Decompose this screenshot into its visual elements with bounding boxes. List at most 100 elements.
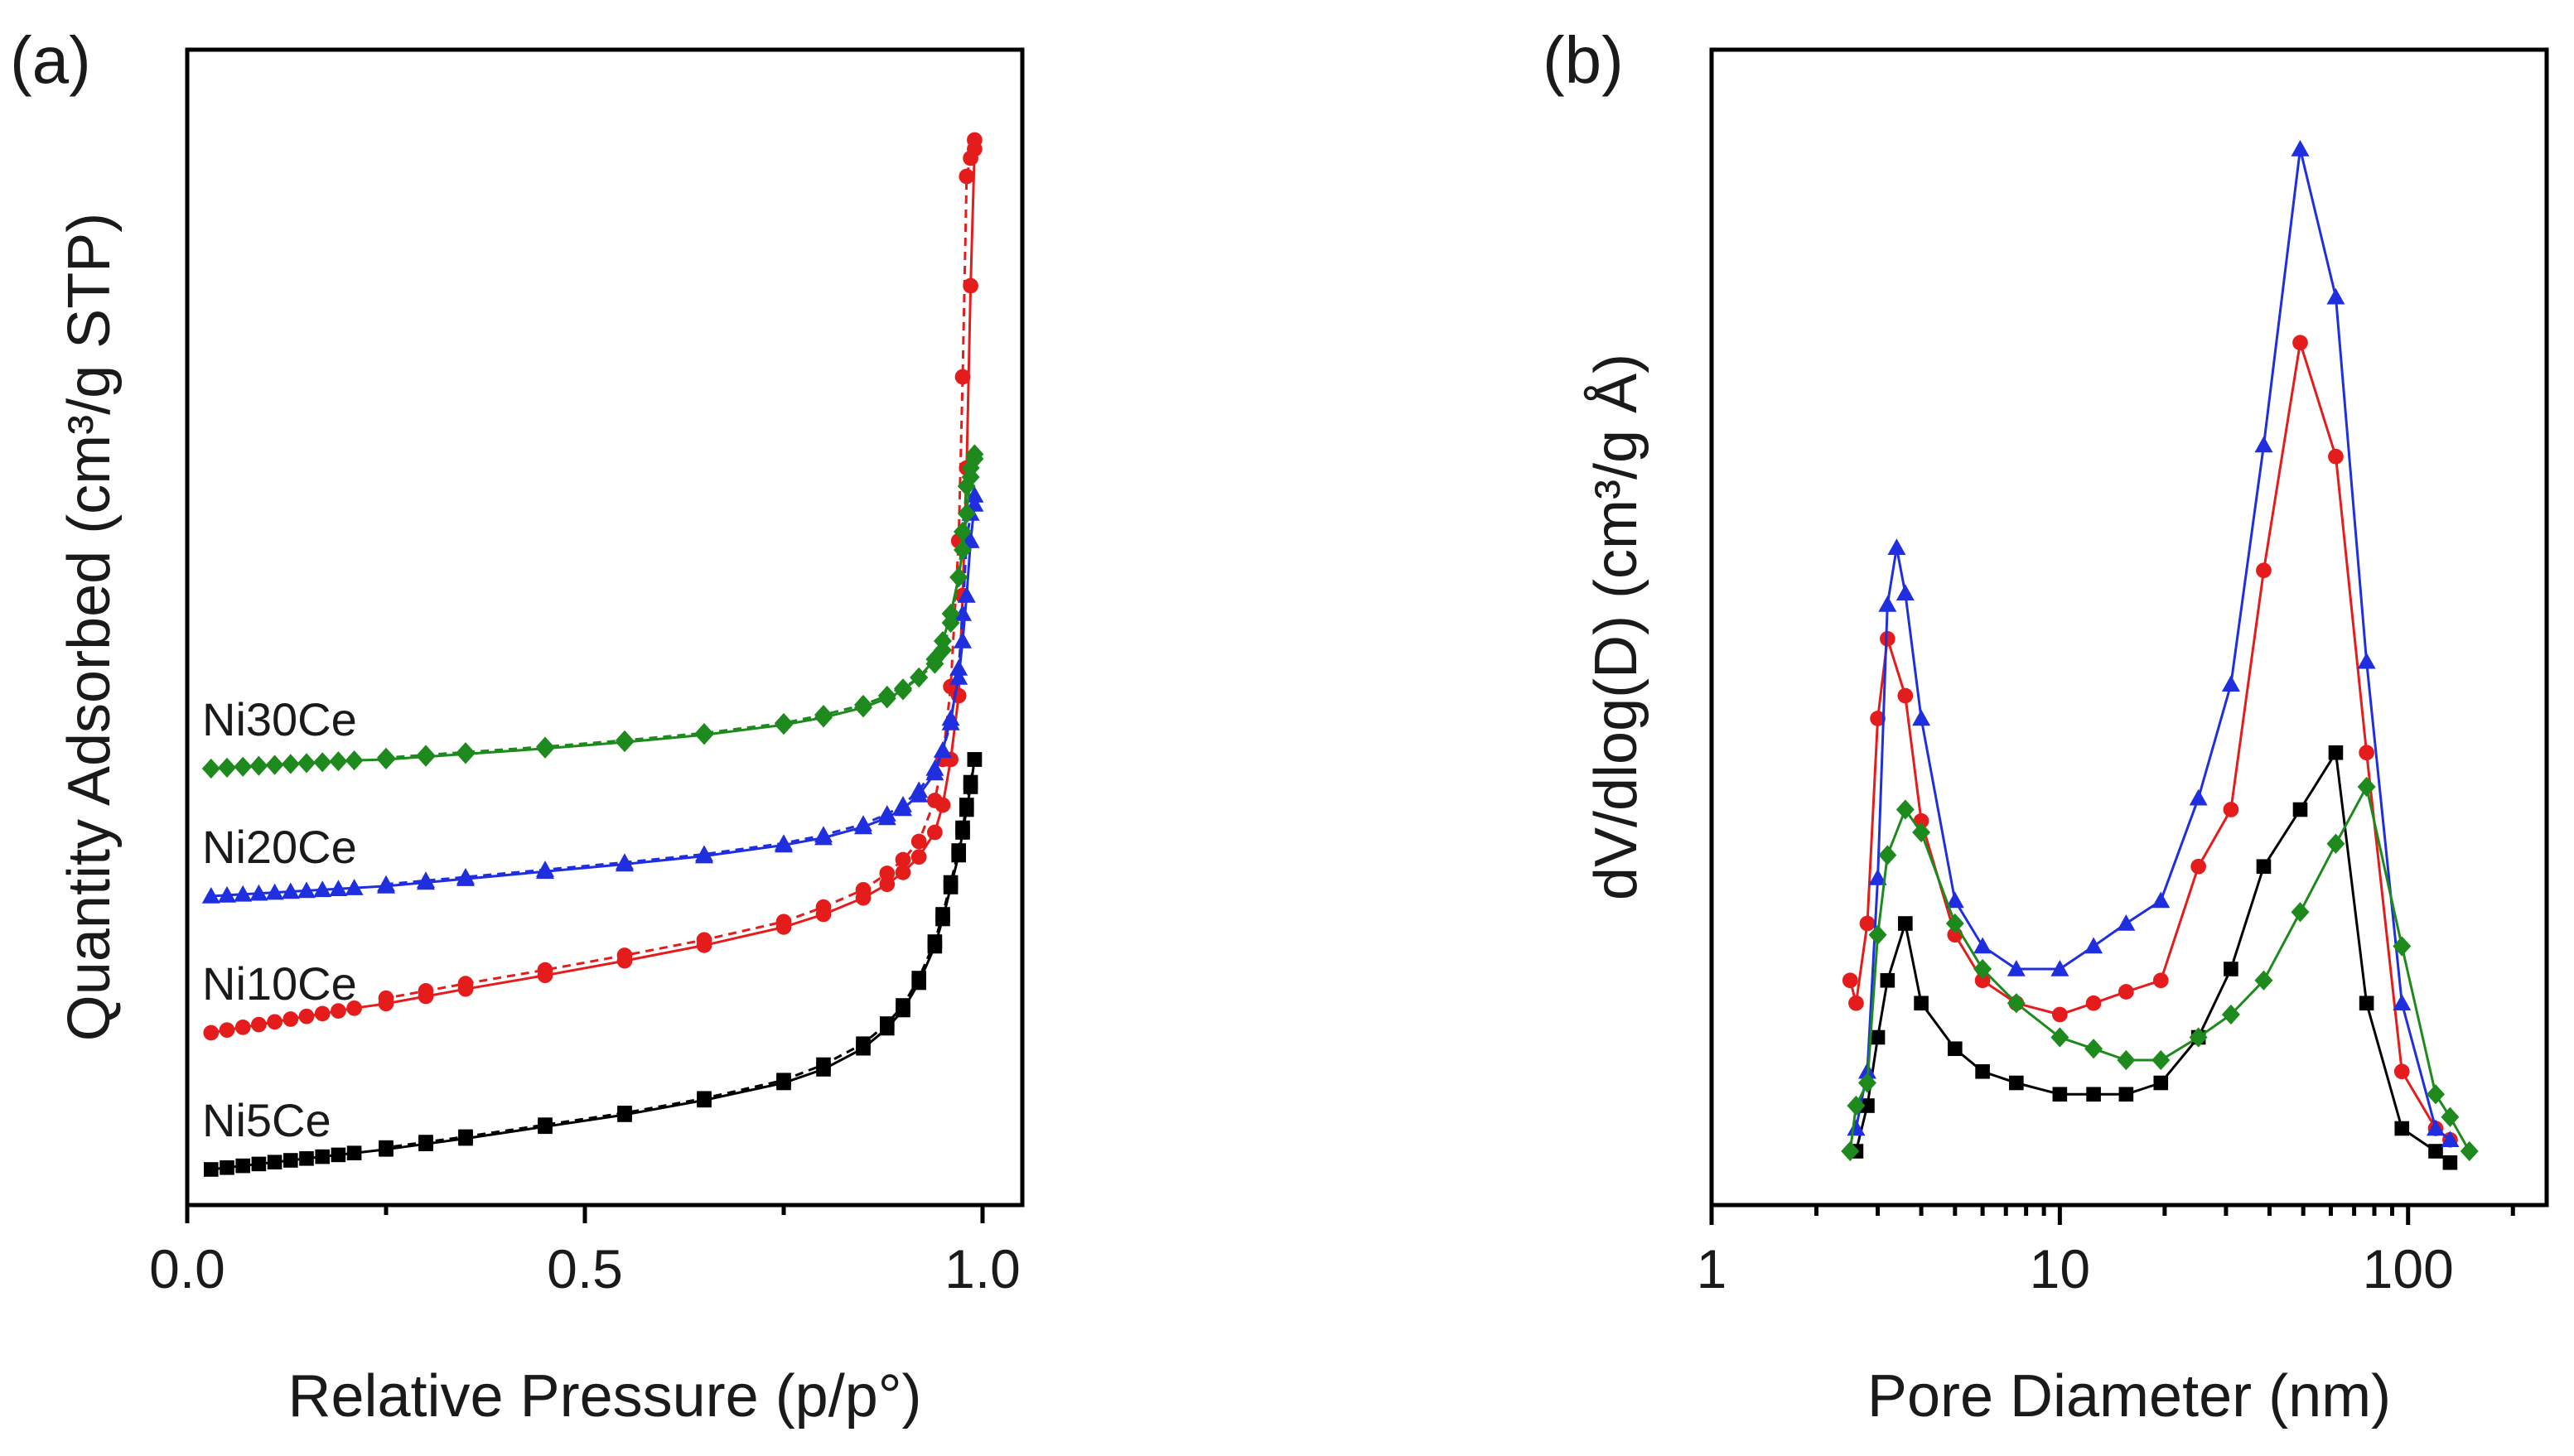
ni30ce-desorption-point: [814, 705, 833, 726]
ni10ce-adsorption-point: [879, 876, 896, 893]
ni20ce-pore-distribution-point: [2441, 1131, 2460, 1148]
ni30ce-adsorption-point: [313, 752, 332, 773]
ni30ce-pore-distribution-point: [2084, 1039, 2103, 1059]
ni5ce-desorption-point: [955, 820, 970, 836]
ni10ce-desorption-point: [967, 132, 983, 148]
ni5ce-pore-distribution-point: [2442, 1155, 2458, 1170]
ni10ce-desorption-point: [879, 865, 896, 881]
ni30ce-desorption-point: [957, 475, 976, 497]
ni5ce-adsorption-point: [267, 1155, 283, 1169]
ni30ce-pore-distribution-point: [1857, 1073, 1876, 1093]
ni20ce-desorption-point: [965, 486, 984, 503]
ni30ce-adsorption-point: [954, 539, 972, 561]
ni30ce-adsorption-point: [957, 503, 976, 524]
ni10ce-adsorption-point: [203, 1025, 220, 1041]
ni5ce-desorption-point: [880, 1016, 895, 1031]
ni5ce-desorption-point: [951, 843, 966, 858]
ni20ce-adsorption-point: [957, 586, 976, 603]
ni5ce-desorption-point: [959, 798, 974, 812]
ni20ce-adsorption-point: [249, 884, 268, 901]
ni5ce-pore-distribution-point: [1880, 972, 1895, 988]
ni5ce-desorption-point: [963, 774, 978, 790]
ni30ce-desorption-point: [616, 730, 634, 750]
ni30ce-pore-distribution-point: [2326, 833, 2345, 854]
ni5ce-desorption-point: [911, 971, 926, 986]
ni10ce-pore-distribution-point: [2085, 995, 2102, 1011]
ni5ce-adsorption-point: [331, 1147, 346, 1163]
ni10ce-desorption-point: [775, 914, 792, 930]
isotherm-panel: (a) 0.0 0.5 1.0 Ni5Ce Ni10Ce Ni20Ce Ni30Ce Re…: [10, 23, 1025, 1429]
ni20ce-desorption-point: [417, 871, 435, 889]
ni20ce-pore-distribution-point: [2254, 436, 2273, 453]
ni10ce-pore-distribution-point: [2190, 858, 2206, 875]
ni10ce-adsorption-point: [963, 277, 978, 294]
panel-b-label: (b): [1543, 23, 1624, 97]
ni30ce-desorption-point: [910, 667, 929, 688]
ni30ce-desorption-point: [417, 745, 435, 765]
ni10ce-desorption-point: [959, 168, 975, 185]
ni10ce-adsorption-point: [927, 824, 943, 841]
ni10ce-adsorption-point: [314, 1005, 331, 1022]
ni10ce-pore-distribution-point: [1974, 972, 1991, 989]
ni20ce-desorption-point: [814, 826, 833, 843]
ni5ce-desorption-point: [418, 1135, 433, 1150]
ni20ce-pore-distribution-point: [1945, 891, 1964, 909]
ni20ce-desorption-point: [536, 861, 554, 877]
ni5ce-desorption-point: [943, 875, 959, 890]
ni10ce-pore-distribution-point: [1848, 995, 1864, 1011]
ni30ce-desorption-point: [934, 639, 952, 661]
ni5ce-desorption-point: [896, 998, 910, 1013]
ni20ce-pore-distribution-point: [1868, 869, 1887, 885]
ni30ce-desorption-point: [877, 685, 896, 706]
ni30ce-desorption-point: [925, 653, 944, 674]
ni5ce-pore-distribution-point: [2359, 996, 2374, 1011]
ni20ce-desorption-point: [854, 815, 872, 832]
ni5ce-pore-distribution-point: [2328, 745, 2344, 760]
ni20ce-pore-distribution-point: [2427, 1119, 2446, 1136]
ni30ce-desorption-point: [695, 723, 713, 744]
ni20ce-desorption-point: [949, 659, 968, 676]
ni30ce-pore-distribution-point: [1895, 799, 1915, 820]
ni30ce-pore-distribution-point: [2007, 993, 2026, 1014]
ni20ce-adsorption-point: [201, 887, 220, 904]
ni5ce-pore-distribution-point: [2009, 1075, 2024, 1091]
ni10ce-adsorption-point: [331, 1003, 346, 1019]
ni5ce-pore-distribution-point: [2256, 859, 2272, 875]
ni30ce-pore-distribution-point: [1868, 924, 1887, 945]
isotherm-x-axis-title: Relative Pressure (p/p°): [287, 1363, 921, 1429]
ni5ce-pore-distribution-point: [1870, 1029, 1886, 1045]
ni10ce-adsorption-point: [219, 1022, 235, 1039]
ni30ce-pore-distribution-point: [2151, 1049, 2171, 1071]
ni10ce-adsorption-point: [283, 1011, 299, 1027]
ni20ce-desorption-point: [941, 714, 960, 730]
isotherm-x-tick-label: 1.0: [944, 1238, 1021, 1299]
ni30ce-desorption-point: [961, 457, 980, 479]
ni10ce-desorption-point: [378, 990, 394, 1006]
ni20ce-desorption-point: [894, 796, 912, 812]
ni20ce-adsorption-point: [234, 885, 253, 902]
ni10ce-adsorption-point: [251, 1016, 267, 1033]
ni30ce-pore-distribution-point: [2254, 970, 2273, 991]
ni20ce-pore-distribution-point: [1973, 937, 1992, 954]
ni10ce-desorption-point: [910, 833, 927, 850]
pore-distribution-x-ticks: 1 10 100: [1697, 1205, 2515, 1299]
ni30ce-adsorption-point: [281, 754, 300, 774]
ni5ce-desorption-point: [967, 752, 983, 767]
isotherm-x-ticks: 0.0 0.5 1.0: [149, 1205, 1021, 1299]
ni30ce-desorption-point: [536, 736, 554, 757]
ni30ce-pore-distribution-point: [2291, 902, 2310, 923]
ni30ce-pore-distribution-point: [2221, 1004, 2240, 1025]
ni20ce-adsorption-point: [954, 632, 972, 648]
ni20ce-adsorption-point: [345, 879, 364, 895]
ni20ce-desorption-point: [877, 805, 896, 822]
ni10ce-desorption-point: [895, 851, 911, 868]
ni30ce-pore-distribution-point: [2050, 1027, 2069, 1048]
ni30ce-desorption-point: [854, 694, 872, 716]
ni5ce-pore-distribution-point: [1975, 1063, 1990, 1079]
ni30ce-adsorption-point: [234, 756, 253, 777]
ni30ce-pore-distribution-line: [1848, 783, 2471, 1152]
ni10ce-desorption-point: [418, 983, 434, 999]
ni20ce-pore-distribution-point: [2151, 891, 2171, 909]
ni5ce-pore-distribution-point: [1860, 1098, 1875, 1113]
isotherm-series-labels: Ni5Ce Ni10Ce Ni20Ce Ni30Ce: [202, 693, 357, 1146]
